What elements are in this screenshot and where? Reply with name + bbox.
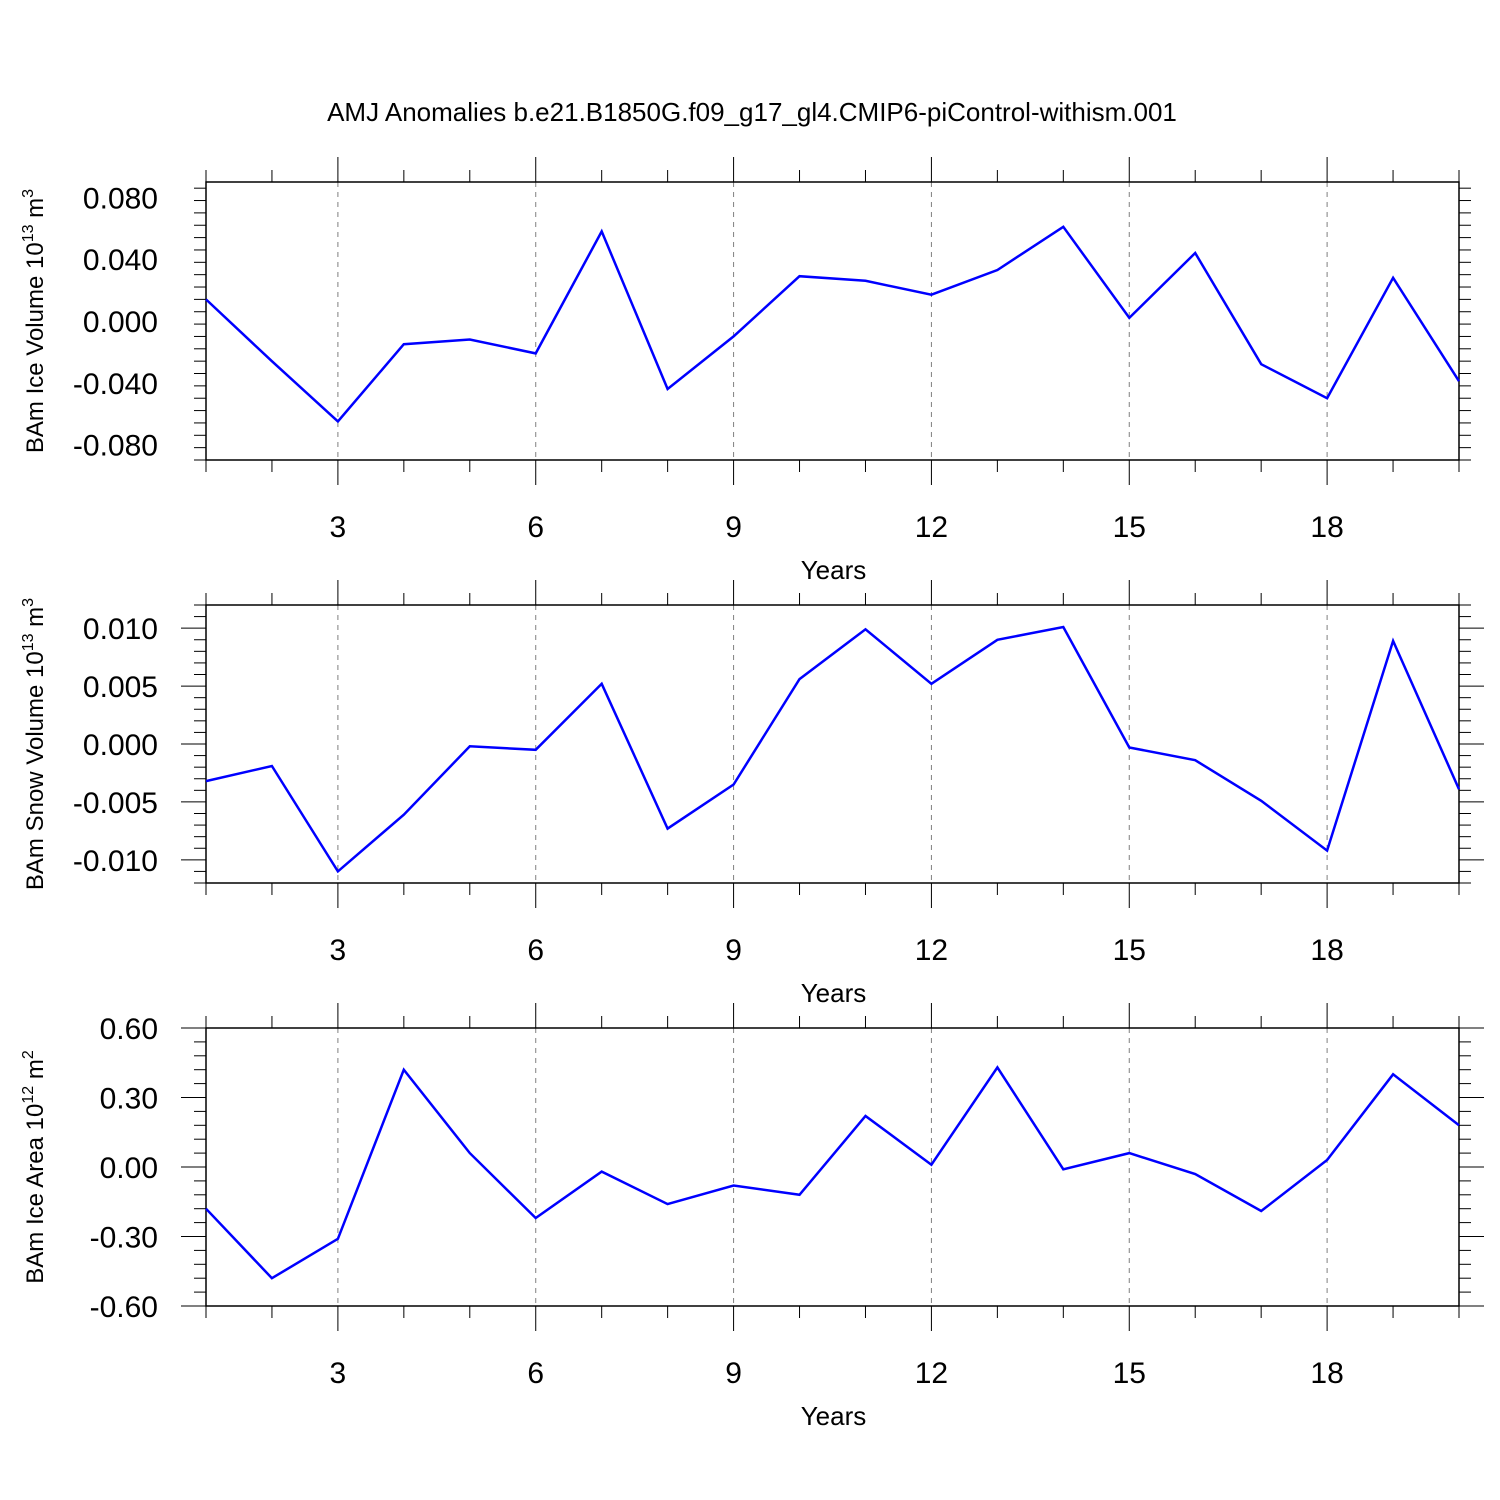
x-tick-label: 15 xyxy=(1113,511,1146,544)
y-tick-label: -0.040 xyxy=(73,368,158,401)
y-axis-label-unit: m xyxy=(22,607,49,634)
y-tick-label: 0.000 xyxy=(83,306,158,339)
y-axis-label-main: BAm Ice Area 10 xyxy=(22,1104,49,1284)
x-tick-label: 9 xyxy=(725,1357,742,1390)
x-axis-label: Years xyxy=(801,978,867,1008)
y-tick-label: 0.00 xyxy=(100,1152,158,1185)
x-tick-label: 18 xyxy=(1310,1357,1343,1390)
x-tick-label: 12 xyxy=(915,1357,948,1390)
chart-panel-2: 3 6 9 12 15 18 Years -0.010 -0.005 0.000 0.005 0.01… xyxy=(20,580,1484,1008)
y-axis-label-unit-exponent: 2 xyxy=(20,1050,37,1059)
y-axis-label: BAm Ice Volume 1013 m3 xyxy=(20,189,49,453)
x-tick-label: 9 xyxy=(725,511,742,544)
x-axis-label: Years xyxy=(801,1401,867,1431)
y-axis-label-exponent: 12 xyxy=(20,1086,37,1104)
y-tick-label: 0.000 xyxy=(83,729,158,762)
x-tick-label: 12 xyxy=(915,934,948,967)
y-axis-label-exponent: 13 xyxy=(20,224,37,242)
plot-frame xyxy=(205,181,1460,461)
y-tick-label: 0.60 xyxy=(100,1013,158,1046)
x-tick-label: 18 xyxy=(1310,934,1343,967)
y-tick-label: -0.30 xyxy=(90,1222,158,1255)
y-tick-label: 0.30 xyxy=(100,1083,158,1116)
x-tick-label: 12 xyxy=(915,511,948,544)
y-axis-label-exponent: 13 xyxy=(20,633,37,651)
x-tick-label: 3 xyxy=(330,1357,347,1390)
series-line xyxy=(205,625,1461,874)
x-tick-label: 18 xyxy=(1310,511,1343,544)
series-line xyxy=(205,225,1461,424)
y-tick-label: 0.005 xyxy=(83,671,158,704)
y-tick-label: -0.010 xyxy=(73,845,158,878)
y-axis-label-unit: m xyxy=(22,198,49,225)
chart-panel-3: 3 6 9 12 15 18 Years -0.60 -0.30 0.00 0.30 0.60 BAm … xyxy=(20,1003,1484,1431)
plot-frame xyxy=(205,1027,1460,1307)
x-tick-label: 6 xyxy=(527,511,544,544)
y-tick-label: 0.040 xyxy=(83,244,158,277)
x-tick-label: 6 xyxy=(527,1357,544,1390)
x-axis-label: Years xyxy=(801,555,867,585)
x-tick-label: 3 xyxy=(330,511,347,544)
x-tick-label: 15 xyxy=(1113,1357,1146,1390)
y-axis-label-unit-exponent: 3 xyxy=(20,598,37,607)
y-tick-label: -0.005 xyxy=(73,787,158,820)
x-tick-label: 3 xyxy=(330,934,347,967)
chart-panel-1: 3 6 9 12 15 18 Years -0.080 -0.040 0.000 0.040 0.08… xyxy=(20,157,1471,585)
y-axis-label-unit-exponent: 3 xyxy=(20,189,37,198)
y-axis-label-unit: m xyxy=(22,1059,49,1086)
y-tick-label: 0.080 xyxy=(83,182,158,215)
y-tick-label: 0.010 xyxy=(83,613,158,646)
y-tick-label: -0.080 xyxy=(73,430,158,463)
y-axis-label-main: BAm Snow Volume 10 xyxy=(22,651,49,890)
y-axis-label: BAm Snow Volume 1013 m3 xyxy=(20,598,49,890)
plot-frame xyxy=(205,604,1460,884)
x-tick-label: 15 xyxy=(1113,934,1146,967)
series-line xyxy=(205,1065,1460,1280)
y-axis-label: BAm Ice Area 1012 m2 xyxy=(20,1050,49,1284)
y-tick-label: -0.60 xyxy=(90,1291,158,1324)
x-tick-label: 9 xyxy=(725,934,742,967)
x-tick-label: 6 xyxy=(527,934,544,967)
chart-title: AMJ Anomalies b.e21.B1850G.f09_g17_gl4.C… xyxy=(327,97,1177,127)
y-axis-label-main: BAm Ice Volume 10 xyxy=(22,242,49,453)
